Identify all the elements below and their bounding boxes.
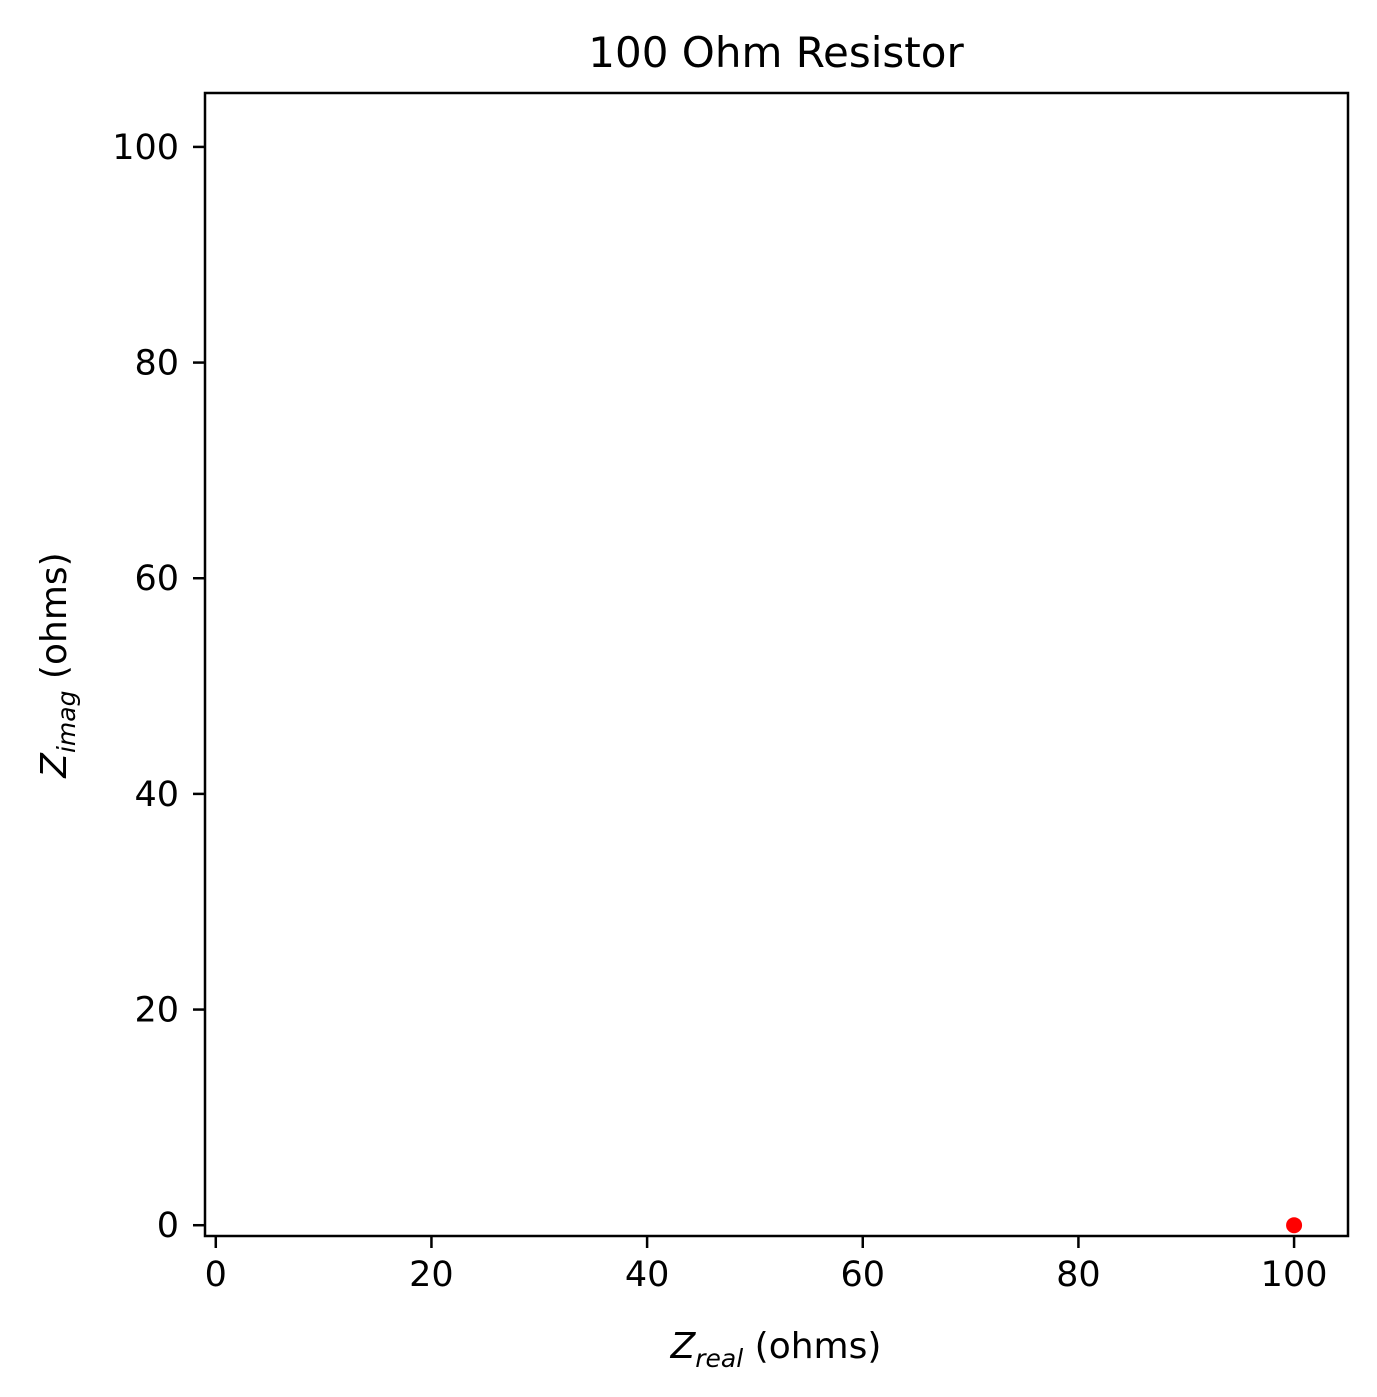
y-axis-label: Zimag (ohms)	[34, 552, 81, 778]
data-point	[1286, 1217, 1303, 1234]
x-tick-label: 80	[1056, 1255, 1101, 1295]
y-tick-label: 100	[112, 128, 179, 168]
y-tick-label: 80	[134, 344, 179, 384]
x-tick-label: 0	[205, 1255, 227, 1295]
x-tick-label: 20	[409, 1255, 454, 1295]
y-tick-label: 40	[134, 775, 179, 815]
x-tick-label: 60	[840, 1255, 885, 1295]
x-tick-label: 100	[1261, 1255, 1328, 1295]
x-axis-label: Zreal (ohms)	[670, 1326, 882, 1373]
x-tick-label: 40	[625, 1255, 670, 1295]
chart-title: 100 Ohm Resistor	[588, 28, 964, 77]
y-tick-label: 20	[134, 991, 179, 1031]
plot-frame	[203, 91, 1350, 1238]
y-tick-label: 60	[134, 559, 179, 599]
y-tick-label: 0	[157, 1206, 179, 1246]
